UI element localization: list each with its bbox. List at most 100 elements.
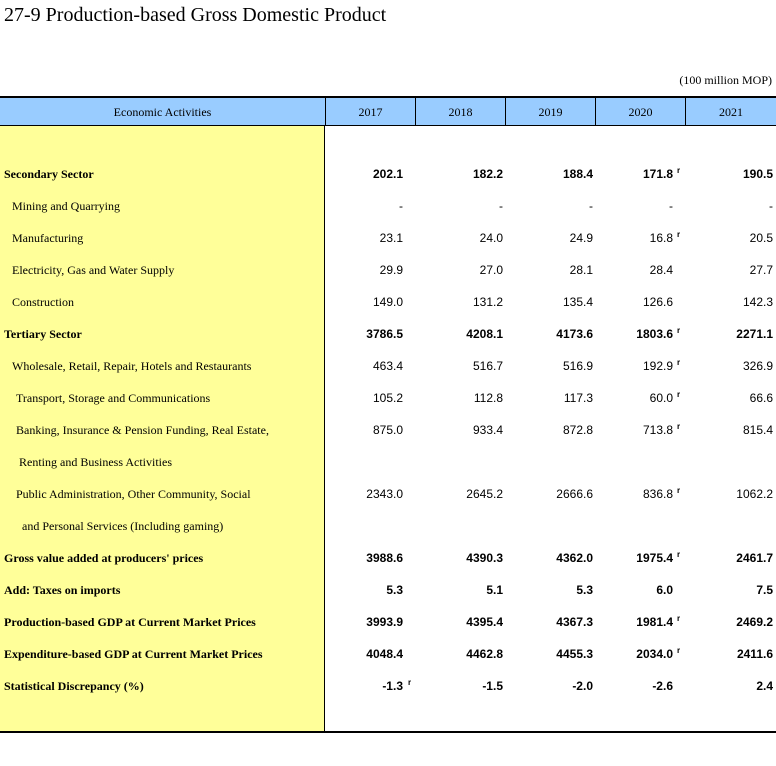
value-cell: 188.4 — [562, 167, 593, 181]
value-cell: - — [669, 199, 673, 213]
value-cell: 463.4 — [372, 359, 403, 373]
revised-mark: r — [677, 550, 681, 559]
value-cell: 4395.4 — [466, 615, 503, 629]
row-label: Construction — [12, 295, 74, 309]
value-cell: 2461.7 — [736, 551, 773, 565]
value-cell: 20.5 — [749, 231, 773, 245]
column-header-2021: 2021 — [685, 98, 776, 126]
row-label: Manufacturing — [12, 231, 84, 245]
row-label: Tertiary Sector — [4, 327, 82, 341]
bottom-rule — [0, 731, 776, 733]
value-cell: 182.2 — [472, 167, 503, 181]
value-cell: - — [589, 199, 593, 213]
value-cell: 5.3 — [576, 583, 593, 597]
value-cell: 5.1 — [486, 583, 503, 597]
revised-mark: r — [677, 326, 681, 335]
row-label: Statistical Discrepancy (%) — [4, 679, 144, 693]
row-label: Secondary Sector — [4, 167, 94, 181]
activity-column-background — [0, 126, 325, 732]
value-cell: 2034.0 — [636, 647, 673, 661]
value-cell: 142.3 — [742, 295, 773, 309]
value-cell: 713.8 — [642, 423, 673, 437]
value-cell: 192.9 — [642, 359, 673, 373]
value-cell: 27.7 — [749, 263, 773, 277]
value-cell: 2411.6 — [736, 647, 773, 661]
table-row: Renting and Business Activities — [0, 446, 776, 478]
revised-mark: r — [677, 614, 681, 623]
table-row: and Personal Services (Including gaming) — [0, 510, 776, 542]
value-cell — [503, 446, 593, 478]
value-cell: 2645.2 — [466, 487, 503, 501]
value-cell: 202.1 — [372, 167, 403, 181]
value-cell: -2.0 — [572, 679, 593, 693]
value-cell: 28.4 — [649, 263, 673, 277]
revised-mark: r — [677, 230, 681, 239]
value-cell: 516.7 — [472, 359, 503, 373]
table-row: Electricity, Gas and Water Supply 29.9 27.… — [0, 254, 776, 286]
table-row: Transport, Storage and Communications 105… — [0, 382, 776, 414]
row-label: Transport, Storage and Communications — [16, 391, 211, 405]
table-row: Production-based GDP at Current Market P… — [0, 606, 776, 638]
value-cell: 7.5 — [756, 583, 773, 597]
value-cell — [583, 446, 673, 478]
value-cell: 131.2 — [472, 295, 503, 309]
value-cell: 815.4 — [742, 423, 773, 437]
table-row: Secondary Sector 202.1 182.2 188.4 171.8 r 190… — [0, 158, 776, 190]
value-cell: 3786.5 — [366, 327, 403, 341]
row-label: Gross value added at producers' prices — [4, 551, 204, 565]
value-cell — [683, 510, 773, 542]
table-header: Economic Activities 2017 2018 2019 2020 … — [0, 96, 776, 126]
column-header-2017: 2017 — [325, 98, 415, 126]
value-cell: 516.9 — [562, 359, 593, 373]
value-cell: 60.0 — [649, 391, 673, 405]
row-label: and Personal Services (Including gaming) — [22, 519, 224, 533]
value-cell — [503, 510, 593, 542]
value-cell: 135.4 — [562, 295, 593, 309]
table-row: Construction 149.0 131.2 135.4 126.6 142.3 — [0, 286, 776, 318]
value-cell: 1803.6 — [636, 327, 673, 341]
value-cell: 28.1 — [569, 263, 593, 277]
value-cell: 4390.3 — [466, 551, 503, 565]
value-cell: 190.5 — [742, 167, 773, 181]
table-row: Statistical Discrepancy (%) -1.3 r -1.5 -2.0… — [0, 670, 776, 702]
row-label: Public Administration, Other Community, … — [16, 487, 251, 501]
column-header-2019: 2019 — [505, 98, 595, 126]
value-cell: -2.6 — [652, 679, 673, 693]
value-cell: 27.0 — [479, 263, 503, 277]
column-header-activities: Economic Activities — [113, 105, 212, 119]
value-cell: 2343.0 — [366, 487, 403, 501]
value-cell — [683, 446, 773, 478]
value-cell: 105.2 — [372, 391, 403, 405]
value-cell: 872.8 — [562, 423, 593, 437]
table-row: Mining and Quarrying - - - - - — [0, 190, 776, 222]
row-label: Wholesale, Retail, Repair, Hotels and Re… — [12, 359, 252, 373]
value-cell: -1.3 — [382, 679, 403, 693]
value-cell: 24.0 — [479, 231, 503, 245]
value-cell: 29.9 — [379, 263, 403, 277]
value-cell — [413, 446, 503, 478]
value-cell: 4048.4 — [366, 647, 403, 661]
row-label: Add: Taxes on imports — [4, 583, 121, 597]
value-cell: 4173.6 — [556, 327, 593, 341]
table-row: Tertiary Sector 3786.5 4208.1 4173.6 1803.6 r… — [0, 318, 776, 350]
value-cell: 2666.6 — [556, 487, 593, 501]
value-cell: - — [499, 199, 503, 213]
value-cell: 4462.8 — [466, 647, 503, 661]
column-header-2018: 2018 — [415, 98, 505, 126]
value-cell: 1981.4 — [636, 615, 673, 629]
value-cell: 112.8 — [473, 391, 503, 405]
value-cell: 5.3 — [386, 583, 403, 597]
table-row: Gross value added at producers' prices 39… — [0, 542, 776, 574]
revised-mark: r — [677, 422, 681, 431]
table-row: Manufacturing 23.1 24.0 24.9 16.8 r 20.5 — [0, 222, 776, 254]
value-cell — [313, 510, 403, 542]
row-label: Renting and Business Activities — [19, 455, 172, 469]
value-cell: 6.0 — [656, 583, 673, 597]
revised-mark: r — [677, 166, 681, 175]
value-cell: 836.8 — [642, 487, 673, 501]
value-cell: 933.4 — [472, 423, 503, 437]
value-cell: 4208.1 — [466, 327, 503, 341]
revised-mark: r — [408, 678, 412, 687]
value-cell: 2271.1 — [736, 327, 773, 341]
value-cell: 24.9 — [569, 231, 593, 245]
